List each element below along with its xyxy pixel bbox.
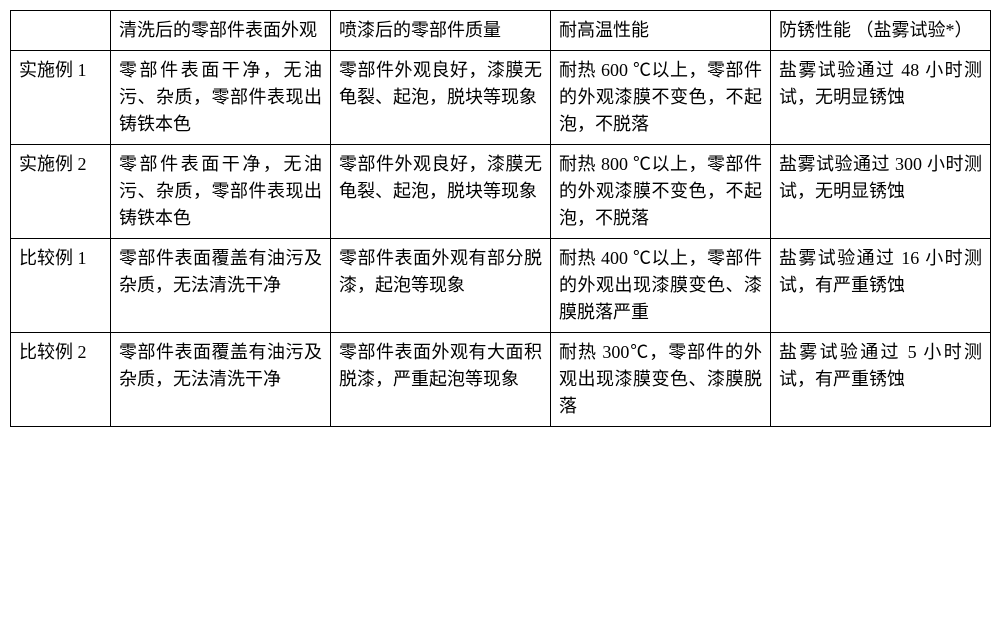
cell: 耐热 300℃，零部件的外观出现漆膜变色、漆膜脱落 xyxy=(551,333,771,427)
cell: 零部件表面干净，无油污、杂质，零部件表现出铸铁本色 xyxy=(111,145,331,239)
cell: 盐雾试验通过 48 小时测试，无明显锈蚀 xyxy=(771,51,991,145)
header-cell: 喷漆后的零部件质量 xyxy=(331,11,551,51)
results-table: 清洗后的零部件表面外观 喷漆后的零部件质量 耐高温性能 防锈性能 （盐雾试验*）… xyxy=(10,10,991,427)
cell: 零部件表面干净，无油污、杂质，零部件表现出铸铁本色 xyxy=(111,51,331,145)
row-label: 比较例 2 xyxy=(11,333,111,427)
cell: 耐热 800 ℃以上，零部件的外观漆膜不变色，不起泡，不脱落 xyxy=(551,145,771,239)
header-cell: 耐高温性能 xyxy=(551,11,771,51)
row-label: 实施例 1 xyxy=(11,51,111,145)
header-cell: 清洗后的零部件表面外观 xyxy=(111,11,331,51)
header-cell xyxy=(11,11,111,51)
cell: 耐热 600 ℃以上，零部件的外观漆膜不变色，不起泡，不脱落 xyxy=(551,51,771,145)
cell: 耐热 400 ℃以上，零部件的外观出现漆膜变色、漆膜脱落严重 xyxy=(551,239,771,333)
cell: 零部件外观良好，漆膜无龟裂、起泡，脱块等现象 xyxy=(331,51,551,145)
cell: 盐雾试验通过 16 小时测试，有严重锈蚀 xyxy=(771,239,991,333)
cell: 零部件表面外观有大面积脱漆，严重起泡等现象 xyxy=(331,333,551,427)
header-cell: 防锈性能 （盐雾试验*） xyxy=(771,11,991,51)
table-row: 比较例 2 零部件表面覆盖有油污及杂质，无法清洗干净 零部件表面外观有大面积脱漆… xyxy=(11,333,991,427)
cell: 零部件外观良好，漆膜无龟裂、起泡，脱块等现象 xyxy=(331,145,551,239)
cell: 盐雾试验通过 5 小时测试，有严重锈蚀 xyxy=(771,333,991,427)
cell: 零部件表面外观有部分脱漆，起泡等现象 xyxy=(331,239,551,333)
row-label: 比较例 1 xyxy=(11,239,111,333)
cell: 零部件表面覆盖有油污及杂质，无法清洗干净 xyxy=(111,239,331,333)
table-row: 实施例 1 零部件表面干净，无油污、杂质，零部件表现出铸铁本色 零部件外观良好，… xyxy=(11,51,991,145)
table-row: 实施例 2 零部件表面干净，无油污、杂质，零部件表现出铸铁本色 零部件外观良好，… xyxy=(11,145,991,239)
table-row: 比较例 1 零部件表面覆盖有油污及杂质，无法清洗干净 零部件表面外观有部分脱漆，… xyxy=(11,239,991,333)
row-label: 实施例 2 xyxy=(11,145,111,239)
cell: 零部件表面覆盖有油污及杂质，无法清洗干净 xyxy=(111,333,331,427)
table-header-row: 清洗后的零部件表面外观 喷漆后的零部件质量 耐高温性能 防锈性能 （盐雾试验*） xyxy=(11,11,991,51)
cell: 盐雾试验通过 300 小时测试，无明显锈蚀 xyxy=(771,145,991,239)
